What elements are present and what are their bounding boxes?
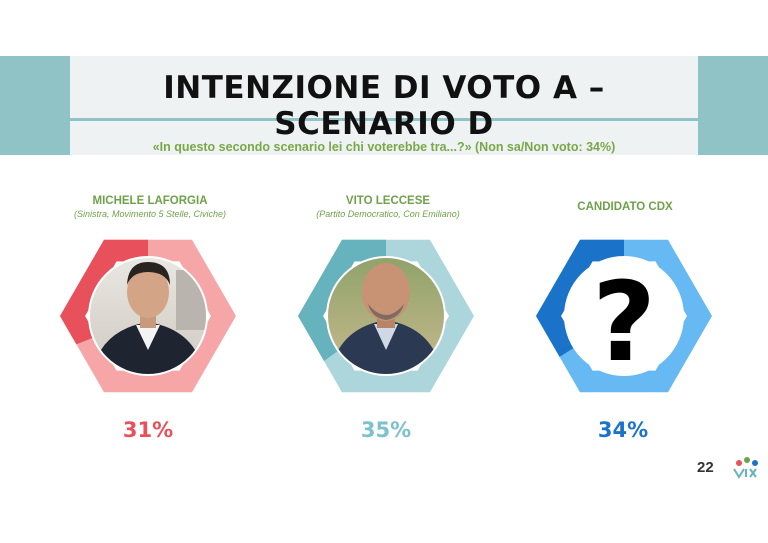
candidate-1-name: MICHELE LAFORGIA [92,195,208,207]
candidate-1-header: MICHELE LAFORGIA (Sinistra, Movimento 5 … [30,195,270,219]
slide-title: INTENZIONE DI VOTO A – SCENARIO D [163,70,605,142]
header-rule [70,118,698,121]
question-mark-icon: ? [592,258,656,386]
candidate-2-percentage: 35% [360,418,412,442]
candidate-1-affiliation: (Sinistra, Movimento 5 Stelle, Civiche) [73,209,227,219]
donut-center-3 [564,256,684,376]
candidate-3-header: CANDIDATO CDX [505,201,745,213]
candidate-1-photo [90,258,206,374]
candidate-2-affiliation: (Partito Democratico, Con Emiliano) [316,209,460,219]
candidate-1-percentage: 31% [122,418,174,442]
candidate-2-name: VITO LECCESE [345,195,431,207]
candidate-2-photo [328,258,444,374]
slide-subtitle: «In questo secondo scenario lei chi vote… [152,140,616,154]
header-panel [70,56,698,155]
candidate-3-percentage: 34% [597,418,649,442]
candidate-3-name: CANDIDATO CDX [577,201,673,213]
candidate-2-header: VITO LECCESE (Partito Democratico, Con E… [268,195,508,219]
brand-logo [733,457,758,479]
page-number: 22 [697,459,714,476]
